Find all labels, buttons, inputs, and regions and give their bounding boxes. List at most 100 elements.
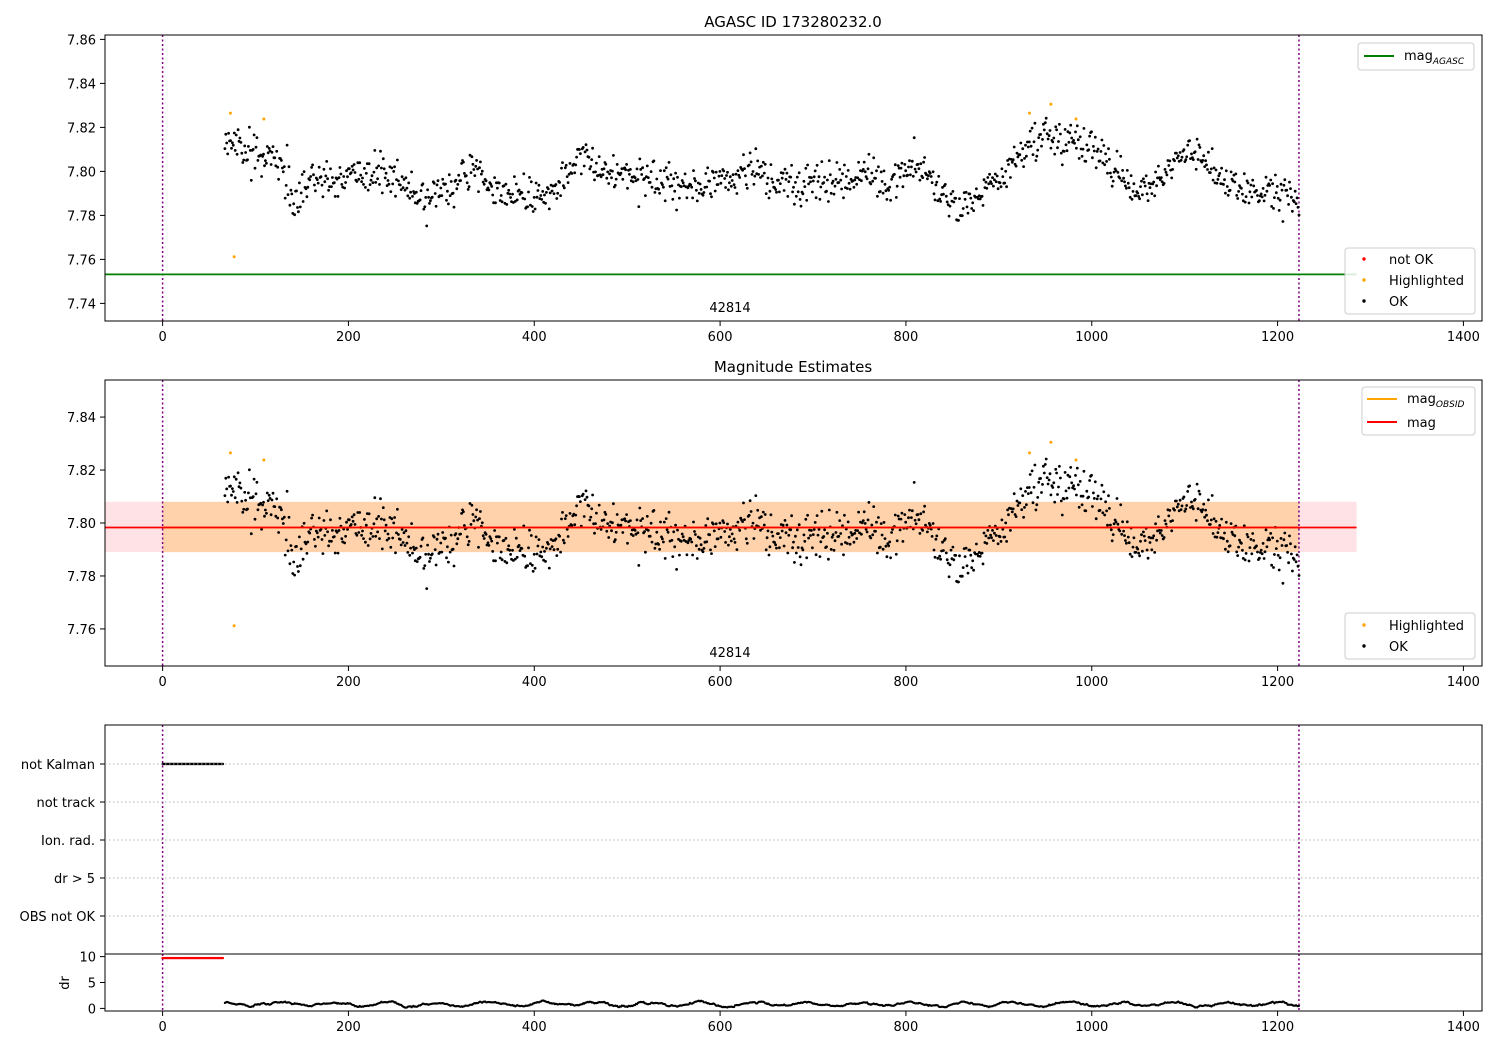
ok-point <box>1074 474 1077 477</box>
ok-point <box>565 527 569 531</box>
ok-point <box>527 190 530 194</box>
ok-point <box>1269 178 1273 182</box>
y-tick-agasc-1: 7.76 <box>67 253 105 268</box>
ok-point <box>927 174 930 178</box>
ok-point <box>261 155 264 158</box>
ok-point <box>704 524 708 527</box>
ok-point <box>396 158 399 162</box>
ok-point <box>1275 539 1279 543</box>
ok-point <box>479 510 482 513</box>
ok-point <box>1096 147 1100 151</box>
ok-point <box>795 175 799 179</box>
ok-point <box>298 535 301 539</box>
ok-point <box>855 182 859 186</box>
ok-point <box>345 520 348 524</box>
ok-point <box>1242 172 1246 176</box>
ok-point <box>1022 165 1025 169</box>
ok-point <box>606 170 610 174</box>
ok-point <box>1077 157 1081 160</box>
ok-point <box>282 165 286 169</box>
ok-point <box>611 169 614 173</box>
ok-point <box>579 152 582 156</box>
ok-point <box>780 529 784 533</box>
ok-point <box>1015 499 1019 503</box>
ok-point <box>910 165 913 169</box>
ok-point <box>412 545 415 549</box>
ok-point <box>394 194 397 198</box>
ok-point <box>615 513 619 516</box>
ok-point <box>902 174 906 178</box>
ok-point <box>335 177 339 181</box>
ok-point <box>528 528 531 532</box>
ok-point <box>375 166 379 170</box>
ok-point <box>786 195 790 198</box>
ok-point <box>1287 561 1290 565</box>
ok-point <box>881 547 885 551</box>
ok-point <box>1264 528 1268 532</box>
ok-point <box>865 530 869 534</box>
ok-point <box>822 535 826 538</box>
ok-point <box>1291 209 1294 213</box>
ok-point <box>866 518 870 522</box>
ok-point <box>232 131 236 135</box>
ok-point <box>785 171 789 175</box>
ok-point <box>1248 190 1252 194</box>
ok-point <box>1055 128 1058 132</box>
ok-point <box>1217 174 1221 178</box>
ok-point <box>762 171 766 175</box>
x-tick-label: 800 <box>894 675 919 690</box>
ok-point <box>954 554 958 557</box>
ok-point <box>880 533 884 537</box>
ok-point <box>621 177 625 181</box>
ok-point <box>1274 191 1278 195</box>
ok-point <box>515 555 519 559</box>
ok-point <box>1146 556 1150 560</box>
ok-point <box>407 181 411 185</box>
ok-point <box>1099 150 1103 153</box>
ok-point <box>554 183 558 186</box>
ok-point <box>1212 166 1216 170</box>
ok-point <box>1204 508 1207 512</box>
ok-point <box>933 555 937 559</box>
ok-point <box>1006 159 1009 162</box>
ok-point <box>951 190 955 193</box>
y-tick-agasc-6: 7.86 <box>67 33 105 48</box>
ok-point <box>1012 145 1016 149</box>
ok-point <box>1265 189 1269 193</box>
ok-point <box>314 189 317 193</box>
ok-point <box>507 188 511 192</box>
ok-point <box>1087 495 1091 499</box>
ok-point <box>919 512 923 516</box>
ok-point <box>1225 539 1229 543</box>
ok-point <box>302 521 306 525</box>
ok-point <box>265 511 268 515</box>
ok-point <box>978 197 982 201</box>
ok-point <box>625 163 628 166</box>
ok-point <box>313 183 316 187</box>
ok-point <box>602 167 606 171</box>
x-tick-label: 200 <box>336 675 361 690</box>
ok-point <box>585 148 589 152</box>
ok-point <box>958 197 961 201</box>
ok-point <box>1087 148 1091 152</box>
ok-point <box>502 539 506 542</box>
ok-point <box>860 532 863 536</box>
ok-point <box>735 192 739 195</box>
ok-point <box>470 503 474 507</box>
ok-point <box>229 484 232 488</box>
ok-point <box>1210 147 1214 151</box>
ok-point <box>970 207 974 210</box>
ok-point <box>255 480 259 484</box>
ok-point <box>231 143 235 147</box>
ok-point <box>825 545 828 549</box>
ok-point <box>339 172 343 176</box>
ok-point <box>389 190 393 194</box>
ok-point <box>298 564 302 568</box>
y-tick-label: 7.86 <box>67 33 96 48</box>
ok-point <box>649 170 653 174</box>
ok-point <box>337 529 341 532</box>
ok-point <box>1175 151 1178 155</box>
x-tick-label: 0 <box>158 1020 166 1035</box>
ok-point <box>315 531 319 535</box>
ok-point <box>355 180 359 183</box>
